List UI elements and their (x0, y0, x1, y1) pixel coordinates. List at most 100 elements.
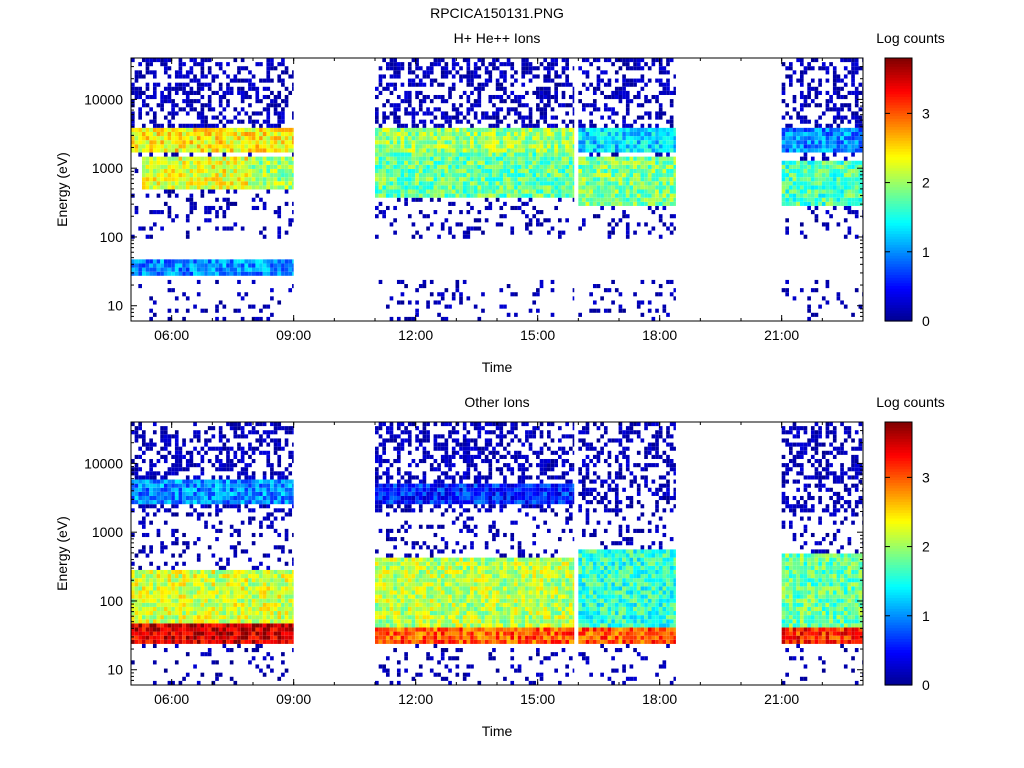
heatmap-cell (385, 115, 390, 120)
heatmap-cell (803, 70, 808, 75)
heatmap-cell (193, 144, 197, 149)
heatmap-cell (843, 156, 848, 161)
heatmap-cell (455, 168, 460, 174)
heatmap-cell (233, 271, 238, 276)
heatmap-cell (167, 308, 172, 313)
heatmap-cell (666, 177, 670, 182)
heatmap-cell (558, 185, 562, 190)
heatmap-cell (673, 90, 676, 95)
heatmap-cell (651, 189, 656, 194)
heatmap-cell (418, 181, 423, 186)
heatmap-cell (633, 201, 637, 206)
heatmap-cell (477, 127, 482, 132)
heatmap-cell (156, 483, 161, 488)
heatmap-cell (233, 74, 238, 79)
heatmap-cell (589, 123, 593, 128)
heatmap-cell (818, 136, 822, 141)
heatmap-cell (167, 569, 172, 575)
heatmap-cell (607, 136, 612, 141)
heatmap-cell (470, 177, 474, 182)
heatmap-cell (550, 144, 555, 149)
heatmap-cell (792, 168, 797, 174)
heatmap-cell (799, 115, 804, 120)
heatmap-cell (470, 123, 474, 128)
heatmap-cell (832, 177, 837, 182)
heatmap-cell (433, 152, 438, 157)
heatmap-cell (375, 152, 379, 157)
heatmap-cell (596, 173, 601, 178)
colorbar-segment (885, 304, 912, 308)
heatmap-cell (134, 475, 139, 480)
heatmap-cell (622, 185, 626, 190)
heatmap-cell (662, 82, 667, 87)
heatmap-cell (484, 164, 489, 169)
heatmap-cell (585, 193, 590, 198)
heatmap-cell (204, 164, 208, 169)
heatmap-cell (843, 144, 848, 149)
heatmap-cell (396, 279, 401, 285)
heatmap-cell (451, 181, 456, 186)
heatmap-cell (281, 119, 285, 124)
heatmap-cell (152, 263, 157, 268)
heatmap-cell (196, 267, 201, 272)
heatmap-cell (149, 590, 153, 595)
heatmap-cell (385, 177, 390, 182)
heatmap-cell (481, 193, 485, 198)
heatmap-cell (292, 144, 294, 149)
heatmap-cell (484, 115, 489, 120)
heatmap-cell (433, 131, 438, 137)
heatmap-cell (781, 136, 786, 141)
heatmap-cell (182, 590, 186, 595)
heatmap-cell (592, 177, 597, 182)
colorbar-label: Log counts (876, 30, 945, 46)
heatmap-cell (814, 279, 819, 285)
heatmap-cell (244, 185, 249, 190)
heatmap-cell (141, 442, 146, 447)
heatmap-cell (818, 164, 822, 169)
heatmap-cell (134, 590, 139, 595)
heatmap-cell (204, 259, 208, 264)
heatmap-cell (141, 611, 146, 616)
heatmap-cell (455, 279, 460, 285)
heatmap-cell (658, 201, 663, 206)
heatmap-cell (156, 168, 161, 174)
heatmap-cell (836, 86, 841, 91)
heatmap-cell (152, 123, 157, 128)
heatmap-cell (167, 160, 172, 165)
heatmap-cell (207, 185, 212, 190)
heatmap-cell (785, 185, 789, 190)
heatmap-cell (662, 201, 667, 206)
heatmap-cell (858, 119, 863, 124)
heatmap-cell (550, 185, 555, 190)
heatmap-cell (644, 99, 648, 104)
heatmap-cell (145, 635, 150, 640)
heatmap-cell (554, 86, 558, 91)
heatmap-cell (149, 131, 153, 137)
heatmap-cell (248, 127, 252, 132)
heatmap-cell (600, 70, 604, 75)
heatmap-cell (134, 454, 139, 459)
heatmap-cell (495, 86, 500, 91)
heatmap-cell (437, 197, 441, 202)
heatmap-cell (270, 144, 274, 149)
heatmap-cell (407, 103, 412, 108)
heatmap-cell (466, 177, 471, 182)
heatmap-cell (655, 99, 659, 104)
heatmap-cell (134, 615, 139, 620)
heatmap-cell (138, 549, 142, 554)
heatmap-cell (182, 271, 186, 276)
heatmap-cell (669, 189, 674, 194)
heatmap-cell (462, 156, 467, 161)
heatmap-cell (581, 193, 586, 198)
heatmap-cell (473, 189, 478, 194)
heatmap-cell (437, 185, 441, 190)
heatmap-cell (495, 115, 500, 120)
heatmap-cell (792, 296, 797, 301)
heatmap-cell (473, 226, 478, 231)
heatmap-cell (149, 173, 153, 178)
heatmap-cell (517, 160, 522, 165)
heatmap-cell (596, 86, 601, 91)
heatmap-cell (532, 181, 537, 186)
heatmap-cell (440, 66, 445, 71)
heatmap-cell (832, 189, 837, 194)
